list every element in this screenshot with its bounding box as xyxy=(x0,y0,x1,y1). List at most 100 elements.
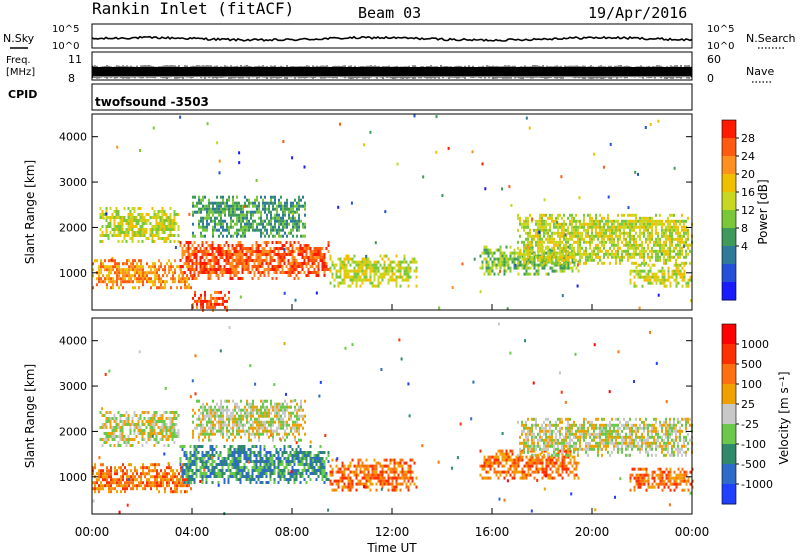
echo-cell xyxy=(273,463,276,466)
echo-cell xyxy=(649,266,652,270)
power-echo-cells xyxy=(92,114,693,312)
echo-cell xyxy=(193,250,196,253)
echo-cell xyxy=(162,268,164,272)
echo-cell xyxy=(237,469,240,472)
echo-cell xyxy=(583,213,585,217)
echo-cell xyxy=(193,268,196,271)
echo-cell xyxy=(172,265,174,269)
echo-cell xyxy=(627,219,629,223)
echo-cell xyxy=(147,435,150,438)
echo-cell xyxy=(525,269,528,273)
echo-cell xyxy=(240,210,242,214)
echo-cell xyxy=(561,234,563,238)
echo-cell xyxy=(559,261,561,265)
echo-cell xyxy=(579,252,581,256)
echo-cell xyxy=(295,478,298,481)
echo-cell xyxy=(325,247,328,250)
echo-cell xyxy=(258,408,260,412)
echo-cell xyxy=(224,423,226,427)
echo-cell xyxy=(286,402,288,406)
echo-cell xyxy=(374,241,377,245)
echo-cell xyxy=(112,268,114,272)
echo-cell xyxy=(273,478,276,481)
echo-cell xyxy=(217,247,220,250)
echo-cell xyxy=(248,420,250,424)
echo-cell xyxy=(244,423,246,427)
echo-cell xyxy=(274,411,276,415)
echo-cell xyxy=(224,213,226,217)
echo-cell xyxy=(269,475,272,478)
echo-cell xyxy=(150,265,152,269)
echo-cell xyxy=(603,246,605,250)
echo-cell xyxy=(124,280,126,284)
echo-cell xyxy=(251,268,254,271)
echo-cell xyxy=(214,225,216,229)
echo-cell xyxy=(295,457,298,460)
echo-cell xyxy=(222,408,224,412)
echo-cell xyxy=(395,275,398,279)
echo-cell xyxy=(282,417,284,421)
echo-cell xyxy=(141,231,144,234)
echo-cell xyxy=(167,237,170,240)
echo-cell xyxy=(353,266,356,270)
echo-cell xyxy=(563,243,565,247)
echo-cell xyxy=(152,283,154,287)
echo-cell xyxy=(229,460,232,463)
echo-cell xyxy=(119,228,122,231)
echo-cell xyxy=(577,240,579,244)
echo-cell xyxy=(163,228,166,231)
echo-cell xyxy=(647,219,649,223)
echo-cell xyxy=(303,250,306,253)
echo-cell xyxy=(557,222,559,226)
echo-cell xyxy=(196,201,198,205)
echo-cell xyxy=(521,266,524,270)
echo-cell xyxy=(144,487,146,491)
echo-cell xyxy=(161,225,164,228)
echo-cell xyxy=(110,280,112,284)
echo-cell xyxy=(253,274,256,277)
echo-cell xyxy=(164,265,166,269)
echo-cell xyxy=(101,423,104,426)
echo-cell xyxy=(265,457,268,460)
echo-cell xyxy=(207,451,210,454)
echo-cell xyxy=(98,484,100,488)
echo-cell xyxy=(154,475,156,479)
echo-cell xyxy=(247,475,250,478)
colorbar-swatch xyxy=(722,192,736,211)
echo-cell xyxy=(214,302,216,306)
echo-cell xyxy=(163,210,166,213)
echo-cell xyxy=(519,219,521,223)
echo-cell xyxy=(299,265,302,268)
echo-cell xyxy=(281,244,284,247)
echo-cell xyxy=(643,278,646,282)
echo-cell xyxy=(214,299,216,303)
echo-cell xyxy=(159,429,162,432)
echo-cell xyxy=(507,263,510,267)
echo-cell xyxy=(631,234,633,238)
echo-cell xyxy=(99,216,102,219)
echo-cell xyxy=(94,481,96,485)
echo-cell xyxy=(256,225,258,229)
echo-cell xyxy=(257,262,260,265)
echo-cell xyxy=(218,159,221,163)
colorbar-tick-label: 12 xyxy=(741,204,755,217)
echo-cell xyxy=(272,423,274,427)
echo-cell xyxy=(125,417,128,420)
echo-cell xyxy=(275,277,278,280)
echo-cell xyxy=(227,253,230,256)
echo-cell xyxy=(633,275,636,279)
echo-cell xyxy=(213,265,216,268)
echo-cell xyxy=(126,271,128,275)
echo-cell xyxy=(277,457,280,460)
echo-cell xyxy=(311,253,314,256)
echo-cell xyxy=(399,272,402,276)
echo-cell xyxy=(487,266,490,270)
echo-cell xyxy=(258,435,260,439)
echo-cell xyxy=(173,222,176,225)
echo-cell xyxy=(119,231,122,234)
echo-cell xyxy=(222,414,224,418)
echo-cell xyxy=(383,263,386,267)
echo-cell xyxy=(185,285,188,289)
echo-cell xyxy=(309,247,312,250)
echo-cell xyxy=(527,272,530,276)
